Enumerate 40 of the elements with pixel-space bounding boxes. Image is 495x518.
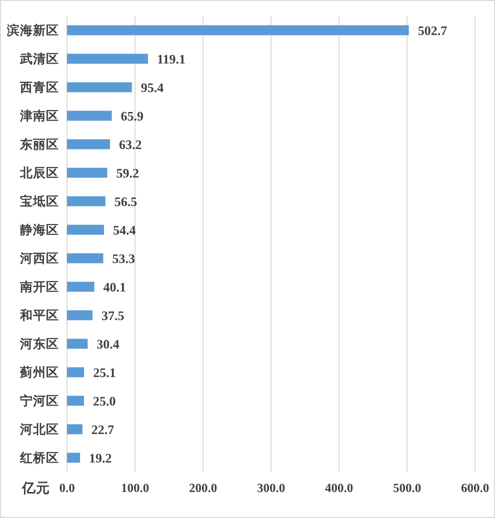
y-tick-label: 宝坻区	[20, 193, 59, 208]
x-tick-label: 300.0	[256, 481, 286, 495]
data-label: 25.0	[93, 393, 116, 408]
y-tick-label: 南开区	[19, 280, 59, 294]
y-tick-label: 蓟州区	[19, 364, 59, 380]
y-tick-label: 河东区	[19, 336, 59, 351]
data-label: 63.2	[118, 136, 142, 152]
y-tick-label: 北辰区	[19, 166, 59, 180]
data-label: 65.9	[120, 108, 144, 124]
data-label: 54.4	[112, 222, 136, 238]
data-label: 53.3	[112, 250, 136, 266]
y-tick-label: 津南区	[19, 108, 59, 123]
data-label: 56.5	[114, 194, 138, 209]
data-label: 19.2	[89, 450, 112, 466]
data-label: 25.1	[93, 364, 116, 380]
data-label: 22.7	[91, 422, 115, 437]
x-tick-label: 0.0	[59, 481, 75, 495]
y-tick-label: 和平区	[19, 307, 59, 322]
y-tick-label: 滨海新区	[6, 22, 59, 38]
data-label: 119.1	[156, 51, 186, 66]
y-tick-label: 河北区	[19, 422, 59, 436]
y-tick-label: 静海区	[19, 222, 59, 237]
data-label: 37.5	[102, 308, 125, 323]
x-tick-label: 600.0	[460, 481, 490, 495]
x-tick-label: 100.0	[120, 481, 150, 495]
y-tick-label: 武清区	[19, 52, 59, 66]
x-tick-label: 200.0	[188, 481, 218, 495]
y-tick-label: 东丽区	[19, 136, 59, 152]
data-label: 40.1	[103, 279, 126, 294]
y-tick-label: 河西区	[19, 251, 59, 266]
y-tick-label: 西青区	[19, 80, 59, 94]
x-tick-label: 400.0	[324, 481, 354, 495]
x-tick-label: 500.0	[392, 481, 422, 495]
y-tick-label: 宁河区	[20, 392, 59, 408]
data-label: 502.7	[418, 22, 448, 38]
data-label: 95.4	[140, 80, 164, 95]
x-axis-title: 亿元	[21, 480, 50, 496]
data-label: 30.4	[96, 336, 120, 352]
y-tick-label: 红桥区	[19, 450, 59, 465]
data-label: 59.2	[116, 165, 140, 180]
